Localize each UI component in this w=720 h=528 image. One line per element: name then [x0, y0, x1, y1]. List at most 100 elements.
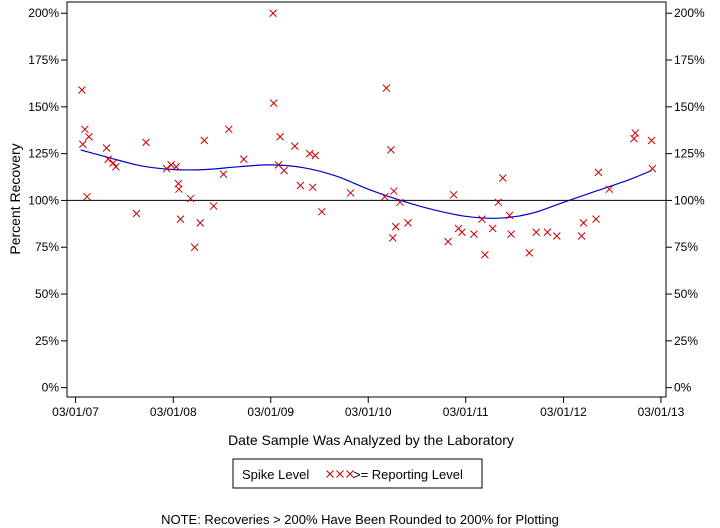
data-point [470, 230, 478, 238]
data-point [269, 99, 278, 107]
data-point [498, 174, 507, 182]
data-point [346, 189, 355, 197]
data-point [388, 234, 397, 242]
data-point [478, 215, 486, 224]
trend-curve-layer [80, 149, 652, 219]
data-point [525, 248, 534, 257]
data-point [280, 166, 288, 175]
data-point [308, 183, 317, 192]
legend-marker [326, 470, 334, 478]
y-axis-right-ticks: 0% 25% 50% 75% 100% 125% 150% 175% 200% [666, 6, 705, 395]
data-point [577, 232, 586, 240]
data-point [200, 136, 209, 145]
data-point [594, 168, 603, 177]
x-tick-label: 03/01/08 [150, 405, 197, 419]
y-tick-label-left: 0% [42, 381, 60, 395]
data-point [142, 138, 150, 147]
data-point [494, 198, 503, 207]
y-tick-label-right: 25% [674, 334, 698, 348]
data-point [102, 144, 111, 152]
y-tick-label-left: 50% [35, 287, 59, 301]
data-point [391, 222, 400, 231]
y-tick-label-right: 200% [674, 6, 705, 20]
data-points-layer [78, 9, 657, 259]
y-tick-label-left: 175% [28, 53, 59, 67]
data-point [382, 84, 391, 92]
x-axis-ticks: 03/01/07 03/01/08 03/01/09 03/01/10 03/01/11… [52, 397, 685, 419]
data-point [390, 187, 398, 195]
data-point [444, 237, 452, 246]
y-axis-title: Percent Recovery [7, 143, 23, 254]
y-tick-label-left: 100% [28, 193, 59, 207]
legend-box [232, 458, 483, 489]
y-tick-label-left: 25% [35, 334, 59, 348]
data-point [132, 209, 141, 218]
data-point [81, 125, 89, 134]
legend-marker [336, 470, 344, 478]
data-point [579, 219, 588, 227]
y-tick-label-left: 75% [35, 240, 59, 254]
data-point [449, 190, 458, 199]
data-point [481, 250, 489, 259]
y-tick-label-right: 125% [674, 147, 705, 161]
data-point [552, 232, 561, 240]
data-point [631, 129, 640, 137]
data-point [276, 132, 284, 141]
data-point [219, 170, 228, 179]
y-tick-label-right: 175% [674, 53, 705, 67]
data-point [543, 228, 552, 237]
y-tick-label-right: 75% [674, 240, 698, 254]
data-point [305, 149, 314, 158]
y-tick-label-right: 0% [674, 381, 692, 395]
data-point [104, 155, 112, 164]
data-point [605, 185, 614, 194]
data-point [209, 202, 218, 210]
data-point [190, 243, 199, 252]
x-tick-label: 03/01/11 [443, 405, 489, 419]
data-point [592, 215, 600, 224]
data-point [196, 219, 205, 227]
y-tick-label-left: 125% [28, 147, 59, 161]
data-point [296, 181, 305, 190]
data-point [109, 159, 118, 167]
x-tick-label: 03/01/09 [247, 405, 294, 419]
data-point [269, 9, 278, 18]
data-point [83, 192, 91, 201]
x-tick-label: 03/01/12 [540, 405, 587, 419]
data-point [532, 228, 541, 237]
legend-marker [346, 470, 354, 478]
data-point [162, 164, 171, 173]
y-tick-label-right: 100% [674, 193, 705, 207]
data-point [85, 132, 93, 141]
data-point [387, 146, 395, 154]
data-point [404, 219, 412, 227]
data-point [648, 164, 657, 173]
y-tick-label-right: 50% [674, 287, 698, 301]
data-point [507, 230, 515, 238]
data-point [172, 162, 181, 171]
legend-label-line: Spike Level [242, 467, 309, 482]
data-point [175, 185, 183, 194]
data-point [505, 211, 514, 220]
data-point [224, 125, 233, 134]
x-tick-label: 03/01/13 [638, 405, 685, 419]
data-point [317, 207, 326, 216]
x-tick-label: 03/01/07 [52, 405, 99, 419]
footnote: NOTE: Recoveries > 200% Have Been Rounde… [161, 512, 559, 527]
legend-markers [326, 470, 354, 478]
x-axis-title: Date Sample Was Analyzed by the Laborato… [228, 432, 514, 448]
y-axis-left-ticks: 0% 25% 50% 75% 100% 125% 150% 175% 200% [28, 6, 67, 395]
data-point [458, 228, 466, 237]
y-tick-label-left: 200% [28, 6, 59, 20]
legend-label-series: >= Reporting Level [353, 467, 463, 482]
data-point [239, 155, 248, 164]
data-point [176, 215, 185, 224]
data-point [186, 194, 195, 203]
data-point [488, 224, 497, 233]
x-tick-label: 03/01/10 [345, 405, 392, 419]
data-point [647, 136, 656, 145]
data-point [112, 162, 120, 171]
y-tick-label-right: 150% [674, 100, 705, 114]
data-point [78, 140, 87, 149]
